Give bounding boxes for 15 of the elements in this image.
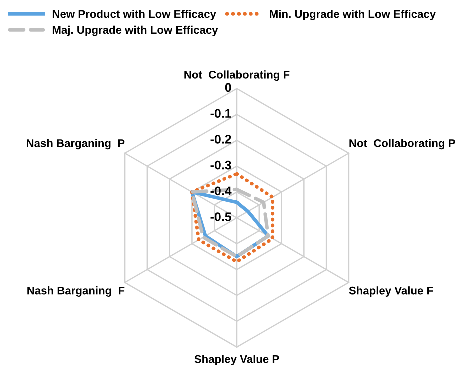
- spoke-label: Nash Barganing F: [28, 286, 125, 297]
- spoke-label: Not Collaborating P: [350, 139, 456, 150]
- y-tick-label: -0.3: [210, 160, 232, 170]
- y-tick-label: -0.1: [210, 109, 232, 118]
- legend-label: Min. Upgrade with Low Efficacy: [270, 10, 436, 20]
- spoke-label: Not Collaborating F: [184, 70, 290, 82]
- y-tick-label: -0.2: [210, 135, 232, 144]
- legend-label: Maj. Upgrade with Low Efficacy: [52, 26, 218, 36]
- y-tick-label: -0.5: [210, 212, 232, 222]
- legend-label: New Product with Low Efficacy: [52, 10, 216, 20]
- spoke-label: Shapley Value F: [349, 286, 434, 297]
- y-tick-label: 0: [225, 83, 232, 92]
- spoke-label: Nash Barganing P: [27, 139, 125, 150]
- spoke-label: Shapley Value P: [194, 355, 280, 366]
- y-tick-label: -0.4: [210, 186, 232, 196]
